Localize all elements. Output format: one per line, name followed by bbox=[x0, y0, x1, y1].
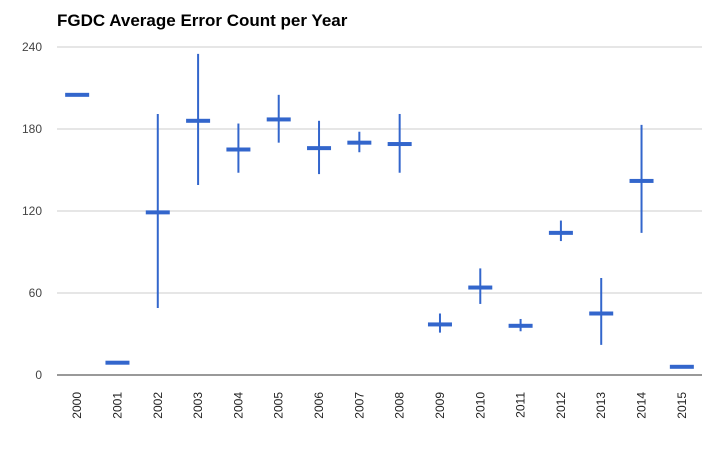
y-axis-ticks: 0 60 120 180 240 bbox=[22, 40, 42, 382]
value-bar bbox=[105, 360, 130, 365]
value-bar bbox=[307, 146, 332, 151]
chart-title: FGDC Average Error Count per Year bbox=[57, 11, 348, 30]
value-bar bbox=[468, 285, 493, 290]
x-tick-label: 2015 bbox=[675, 392, 689, 419]
value-bar bbox=[669, 364, 694, 369]
x-tick-label: 2003 bbox=[191, 392, 205, 419]
x-axis-ticks: 2000 2001 2002 2003 2004 2005 2006 2007 2008 2009… bbox=[70, 392, 689, 419]
x-tick-label: 2007 bbox=[352, 392, 366, 419]
value-bar bbox=[508, 323, 533, 328]
value-bar bbox=[226, 147, 251, 152]
x-tick-label: 2005 bbox=[272, 392, 286, 419]
x-tick-label: 2014 bbox=[635, 392, 649, 419]
value-bar bbox=[589, 311, 614, 316]
x-tick-label: 2010 bbox=[473, 392, 487, 419]
x-tick-label: 2004 bbox=[231, 392, 245, 419]
x-tick-label: 2011 bbox=[514, 392, 528, 418]
y-tick-label: 180 bbox=[22, 122, 42, 136]
value-bar bbox=[266, 117, 291, 122]
y-tick-label: 60 bbox=[29, 286, 43, 300]
x-tick-label: 2008 bbox=[393, 392, 407, 419]
x-tick-label: 2002 bbox=[151, 392, 165, 419]
y-tick-label: 120 bbox=[22, 204, 42, 218]
x-tick-label: 2012 bbox=[554, 392, 568, 419]
series-marks bbox=[65, 53, 694, 369]
x-tick-label: 2009 bbox=[433, 392, 447, 419]
x-tick-label: 2013 bbox=[594, 392, 608, 419]
x-tick-label: 2001 bbox=[110, 392, 124, 419]
y-tick-label: 0 bbox=[35, 368, 42, 382]
y-tick-label: 240 bbox=[22, 40, 42, 54]
value-bar bbox=[387, 142, 412, 147]
value-bar bbox=[186, 118, 211, 123]
x-tick-label: 2000 bbox=[70, 392, 84, 419]
value-bar bbox=[145, 210, 170, 215]
value-bar bbox=[629, 178, 654, 183]
value-bar bbox=[548, 230, 573, 235]
grid-layer bbox=[57, 46, 702, 376]
x-tick-label: 2006 bbox=[312, 392, 326, 419]
value-bar bbox=[427, 322, 452, 327]
value-bar bbox=[347, 140, 372, 145]
value-bar bbox=[65, 92, 90, 97]
